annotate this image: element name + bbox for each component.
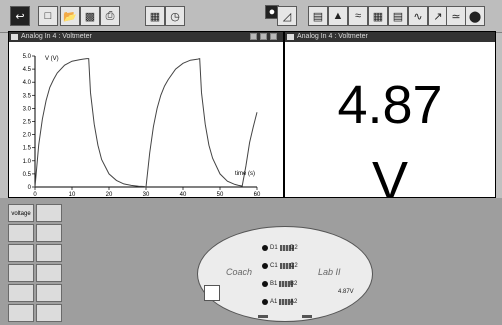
save-file-icon[interactable]: ▩ (80, 6, 100, 26)
window-menu-icon[interactable] (11, 34, 18, 40)
y-tick-label: 4.0 (23, 80, 32, 86)
meter-panel-titlebar[interactable]: Analog In 4 : Voltmeter (285, 32, 495, 42)
x-tick-label: 0 (33, 192, 37, 197)
calculator-icon[interactable]: ∿ (408, 6, 428, 26)
graph-icon[interactable]: ◿ (277, 6, 297, 26)
port-b2[interactable]: B2 (290, 281, 298, 287)
signal-cell[interactable] (8, 264, 34, 282)
voltage-time-chart: 0 10 20 30 40 50 60 0 0.5 1.0 1.5 2.0 2.5 3.0 3.5 4.0 4.… (23, 54, 261, 197)
signal-cell[interactable] (8, 284, 34, 302)
stop-icon[interactable]: ⬤ (465, 6, 485, 26)
digits-icon[interactable]: ≈ (348, 6, 368, 26)
lab-label: Lab II (318, 267, 341, 277)
graph-panel: Analog In 4 : Voltmeter 0 10 20 30 40 50 60 0 0.… (8, 31, 284, 198)
left-jack-icon[interactable] (204, 285, 220, 301)
x-tick-label: 30 (143, 192, 150, 197)
signal-cell[interactable] (8, 244, 34, 262)
bottom-slot-icon (302, 315, 312, 318)
signal-cell[interactable] (36, 264, 62, 282)
open-file-icon[interactable]: 📂 (60, 6, 80, 26)
meter-panel: Analog In 4 : Voltmeter 4.87 V (284, 31, 496, 211)
signal-grid: voltage (8, 204, 64, 324)
y-axis-label: V (V) (45, 56, 59, 62)
x-tick-label: 60 (254, 192, 261, 197)
fft-icon[interactable]: ▤ (388, 6, 408, 26)
port-d2[interactable]: D2 (290, 245, 298, 251)
graph-panel-titlebar[interactable]: Analog In 4 : Voltmeter (9, 32, 283, 42)
chart-series (34, 57, 258, 188)
table-icon[interactable]: ▤ (308, 6, 328, 26)
interface-device: Coach Lab II D1 D2 C1 C2 B1 B2 A1 A2 4.8… (197, 226, 373, 322)
close-icon[interactable] (270, 33, 277, 40)
port-a1[interactable]: A1 (262, 299, 294, 305)
port-c1[interactable]: C1 (262, 263, 294, 269)
port-a2[interactable]: A2 (290, 299, 298, 305)
new-file-icon[interactable]: □ (38, 6, 58, 26)
meter-value: 4.87 (337, 75, 443, 135)
maximize-icon[interactable] (260, 33, 267, 40)
x-tick-label: 10 (69, 192, 76, 197)
port-b1[interactable]: B1 (262, 281, 294, 287)
y-tick-label: 5.0 (23, 54, 32, 60)
y-tick-label: 3.5 (23, 93, 32, 99)
toolbar: ↩ □ 📂 ▩ ⎙ ▦ ◷ ● ◿ ▤ ▲ ≈ ▦ ▤ ∿ ↗ ≃ ⬤ (0, 0, 502, 33)
y-tick-label: 3.0 (23, 106, 32, 112)
y-tick-label: 0.5 (23, 172, 32, 178)
y-tick-label: 1.5 (23, 146, 32, 152)
bottom-slot-icon (258, 315, 268, 318)
analog-in-4-reading: 4.87V (338, 289, 354, 295)
port-d1[interactable]: D1 (262, 245, 294, 251)
wave-icon[interactable]: ≃ (446, 6, 466, 26)
exit-icon[interactable]: ↩ (10, 6, 30, 26)
meter-icon[interactable]: ▲ (328, 6, 348, 26)
voltage-series-line (34, 57, 258, 188)
setup-icon[interactable]: ▦ (145, 6, 165, 26)
y-tick-label: 0 (28, 185, 32, 191)
signal-cell[interactable] (36, 304, 62, 322)
meter-panel-title: Analog In 4 : Voltmeter (297, 33, 368, 40)
signal-cell[interactable] (36, 284, 62, 302)
x-tick-label: 50 (217, 192, 224, 197)
chart-axes: 0 10 20 30 40 50 60 0 0.5 1.0 1.5 2.0 2.5 3.0 3.5 4.0 4.… (23, 54, 261, 197)
x-tick-label: 40 (180, 192, 187, 197)
signal-cell[interactable] (8, 304, 34, 322)
signal-cell[interactable] (36, 244, 62, 262)
y-tick-label: 2.5 (23, 120, 32, 126)
chart-tool-icon[interactable]: ↗ (428, 6, 448, 26)
scope-icon[interactable]: ▦ (368, 6, 388, 26)
timer-icon[interactable]: ◷ (165, 6, 185, 26)
y-tick-label: 4.5 (23, 67, 32, 73)
y-tick-label: 2.0 (23, 133, 32, 139)
x-axis-label: time (s) (235, 171, 255, 177)
port-c2[interactable]: C2 (290, 263, 298, 269)
minimize-icon[interactable] (250, 33, 257, 40)
x-tick-label: 20 (106, 192, 113, 197)
signal-cell[interactable]: voltage (8, 204, 34, 222)
signal-cell[interactable] (8, 224, 34, 242)
coach-label: Coach (226, 267, 253, 277)
window-menu-icon[interactable] (287, 34, 294, 40)
y-tick-label: 1.0 (23, 159, 32, 165)
signal-cell[interactable] (36, 224, 62, 242)
signal-cell[interactable] (36, 204, 62, 222)
print-icon[interactable]: ⎙ (100, 6, 120, 26)
graph-panel-title: Analog In 4 : Voltmeter (21, 33, 92, 40)
